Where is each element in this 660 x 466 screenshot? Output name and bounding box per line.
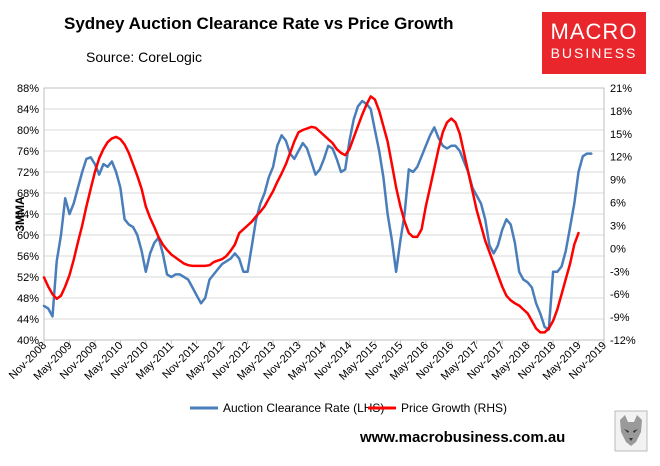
- y-left-tick-label: 44%: [17, 314, 39, 326]
- y-right-tick-label: 12%: [610, 152, 632, 164]
- series-line-clearance-rate: [42, 99, 593, 331]
- series-line-price-growth: [42, 95, 580, 334]
- y-right-tick-label: -3%: [610, 266, 630, 278]
- website-link[interactable]: www.macrobusiness.com.au: [360, 429, 566, 446]
- logo-line-1: MACRO: [550, 19, 638, 44]
- y-right-tick-label: 21%: [610, 83, 632, 95]
- y-right-tick-label: 18%: [610, 106, 632, 118]
- y-right-tick-label: 6%: [610, 198, 626, 210]
- macrobusiness-logo[interactable]: MACRO BUSINESS: [542, 12, 646, 74]
- y-right-tick-label: 9%: [610, 175, 626, 187]
- y-left-tick-label: 84%: [17, 104, 39, 116]
- y-left-tick-label: 56%: [17, 251, 39, 263]
- y-right-tick-label: 0%: [610, 243, 626, 255]
- y-right-tick-label: -6%: [610, 289, 630, 301]
- y-left-tick-label: 48%: [17, 293, 39, 305]
- y-left-tick-label: 80%: [17, 125, 39, 137]
- y-left-tick-label: 52%: [17, 272, 39, 284]
- wolf-icon: [614, 410, 648, 452]
- y-axis-label: 3MMA: [13, 196, 27, 232]
- y-left-tick-label: 88%: [17, 83, 39, 95]
- chart-source: Source: CoreLogic: [86, 49, 202, 65]
- y-left-tick-label: 76%: [17, 146, 39, 158]
- y-right-tick-label: 3%: [610, 220, 626, 232]
- y-left-tick-label: 64%: [17, 209, 39, 221]
- y-right-tick-label: -12%: [610, 335, 636, 347]
- legend-item-price-growth-label: Price Growth (RHS): [401, 401, 507, 415]
- legend-item-clearance-rate-label: Auction Clearance Rate (LHS): [223, 401, 384, 415]
- y-left-tick-label: 68%: [17, 188, 39, 200]
- chart-title: Sydney Auction Clearance Rate vs Price G…: [64, 14, 454, 33]
- logo-line-2: BUSINESS: [550, 45, 638, 61]
- y-left-tick-label: 60%: [17, 230, 39, 242]
- y-left-tick-label: 40%: [17, 335, 39, 347]
- y-right-tick-label: -9%: [610, 312, 630, 324]
- y-left-tick-label: 72%: [17, 167, 39, 179]
- y-right-tick-label: 15%: [610, 129, 632, 141]
